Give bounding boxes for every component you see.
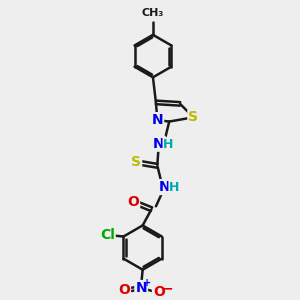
Text: N: N: [153, 137, 165, 151]
Text: O: O: [153, 285, 165, 299]
Text: S: S: [188, 110, 198, 124]
Text: O: O: [118, 284, 130, 297]
Text: CH₃: CH₃: [142, 8, 164, 18]
Text: −: −: [161, 281, 173, 295]
Text: N: N: [152, 113, 163, 127]
Text: O: O: [127, 195, 139, 209]
Text: H: H: [169, 181, 179, 194]
Text: Cl: Cl: [100, 228, 115, 242]
Text: N: N: [135, 281, 147, 295]
Text: H: H: [163, 138, 173, 151]
Text: +: +: [143, 278, 151, 288]
Text: S: S: [131, 155, 141, 169]
Text: N: N: [159, 180, 171, 194]
